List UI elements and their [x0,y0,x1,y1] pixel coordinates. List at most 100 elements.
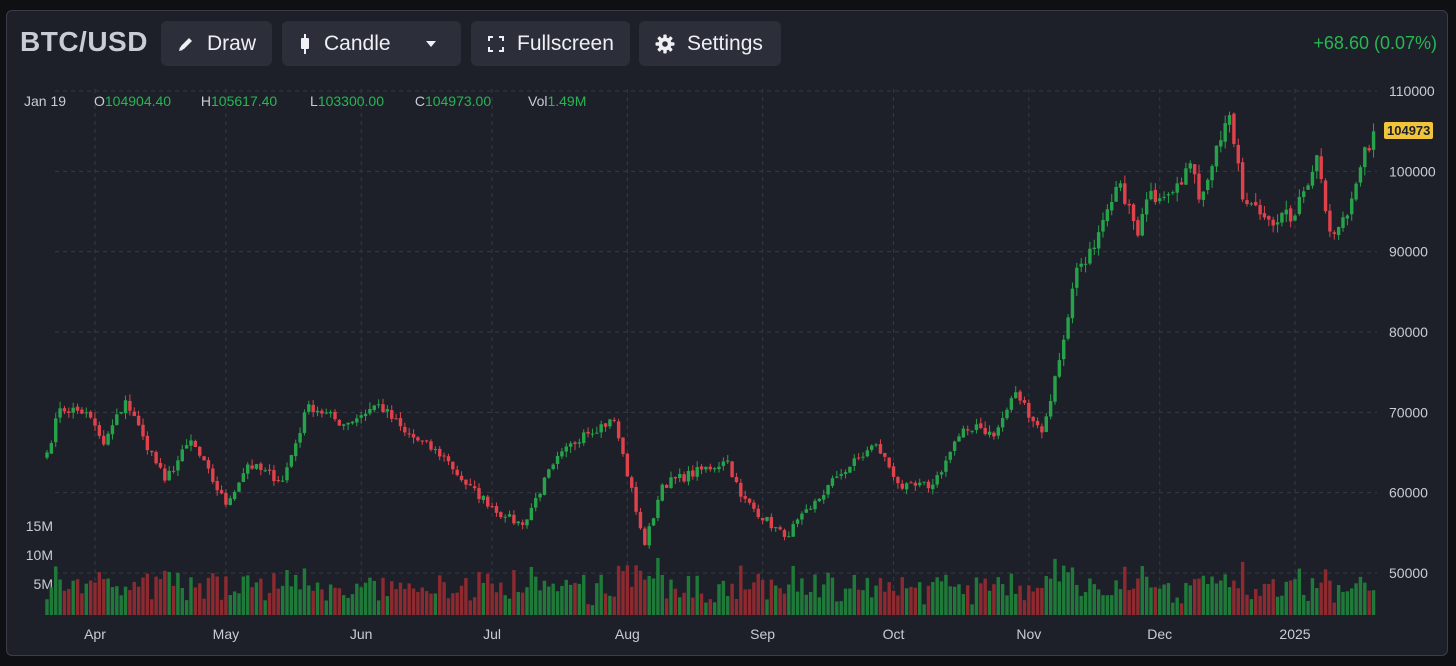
volume-bar [708,599,712,615]
candle-body [1075,267,1079,288]
volume-bar [542,580,547,615]
volume-bar [1227,587,1232,615]
candle-body [1367,147,1371,151]
volume-bar [1319,582,1323,615]
volume-bar [913,587,918,615]
volume-bar [224,576,228,615]
volume-bar [1240,561,1245,615]
volume-bar [621,571,625,615]
volume-bar [119,595,123,615]
settings-button[interactable]: Settings [639,21,781,66]
volume-bar [477,571,481,615]
candle-body [520,522,525,525]
volume-bar [520,592,525,615]
volume-bar [54,566,58,615]
volume-bar [721,580,726,615]
volume-bar [93,582,97,615]
vol-label: Vol [528,93,548,109]
candle-body [1293,215,1297,221]
candle-body [376,404,381,406]
candle-body [560,451,564,457]
volume-bar [560,585,564,615]
candle-body [896,477,900,484]
candle-body [542,477,547,495]
volume-bar [198,583,202,615]
volume-bar [1000,584,1005,615]
candle-body [1188,163,1192,169]
volume-bar [769,579,774,615]
candle-body [394,418,398,420]
candle-body [922,481,926,483]
volume-bar [1284,581,1288,615]
candle-body [451,461,455,470]
y-tick-label: 80000 [1389,324,1428,340]
volume-bar [774,585,778,615]
candle-body [538,493,542,498]
candle-body [577,442,582,444]
candle-body [276,480,280,482]
candle-body [813,500,817,510]
open-value: 104904.40 [104,93,172,109]
volume-bar [499,582,503,615]
candle-body [67,411,71,413]
candle-body [800,513,804,520]
gear-icon [655,34,675,53]
price-chart[interactable]: 50000 60000 70000 80000 90000 100000 110000 Apr… [7,11,1448,656]
chart-type-dropdown[interactable]: Candle [282,21,461,66]
volume-bar [734,598,739,615]
candle-body [1114,186,1118,202]
pen-icon [179,37,192,51]
candle-body [686,470,691,482]
candle-body [416,437,420,441]
volume-bar [1262,583,1267,615]
volume-bar [1092,584,1096,615]
volume-bar [45,599,49,615]
volume-bar [215,576,219,615]
candle-body [939,472,944,475]
candle-body [717,466,721,470]
volume-bar [891,590,896,615]
candle-body [272,470,276,481]
volume-bar [237,593,241,615]
fullscreen-button[interactable]: Fullscreen [471,21,630,66]
volume-bar [1297,568,1302,615]
volume-bar [909,586,913,615]
volume-bar [800,578,804,615]
draw-button[interactable]: Draw [161,21,272,66]
candle-body [1101,220,1105,232]
volume-bar [455,592,459,615]
candle-body [1288,208,1293,222]
price-change: +68.60 (0.07%) [1313,33,1437,53]
candle-body [673,477,678,479]
candle-body [97,425,102,436]
candle-body [385,409,390,412]
volume-bar [472,597,477,615]
candle-body [403,426,407,433]
candle-body [1240,162,1245,200]
volume-tick-label: 10M [26,547,53,563]
candle-body [547,469,551,478]
volume-bar [726,596,730,615]
volume-bar [136,586,141,615]
candle-body [346,422,350,425]
candle-body [1267,216,1271,220]
volume-bar [1057,581,1062,615]
volume-bar [830,577,835,615]
candle-body [979,423,983,428]
candle-body [678,474,682,479]
candle-body [1254,202,1258,206]
volume-bar [1345,591,1350,615]
candle-body [551,464,555,469]
candle-body [1284,209,1288,215]
volume-bar [1035,587,1040,615]
candle-body [481,495,486,501]
candle-body [787,536,791,538]
candle-body [870,445,874,450]
volume-bar [1040,587,1044,615]
x-tick-label: Oct [883,626,905,642]
candle-body [311,404,315,412]
volume-bar [1254,589,1258,615]
volume-bar [464,577,468,615]
volume-bar [451,593,455,615]
volume-bar [442,582,446,615]
